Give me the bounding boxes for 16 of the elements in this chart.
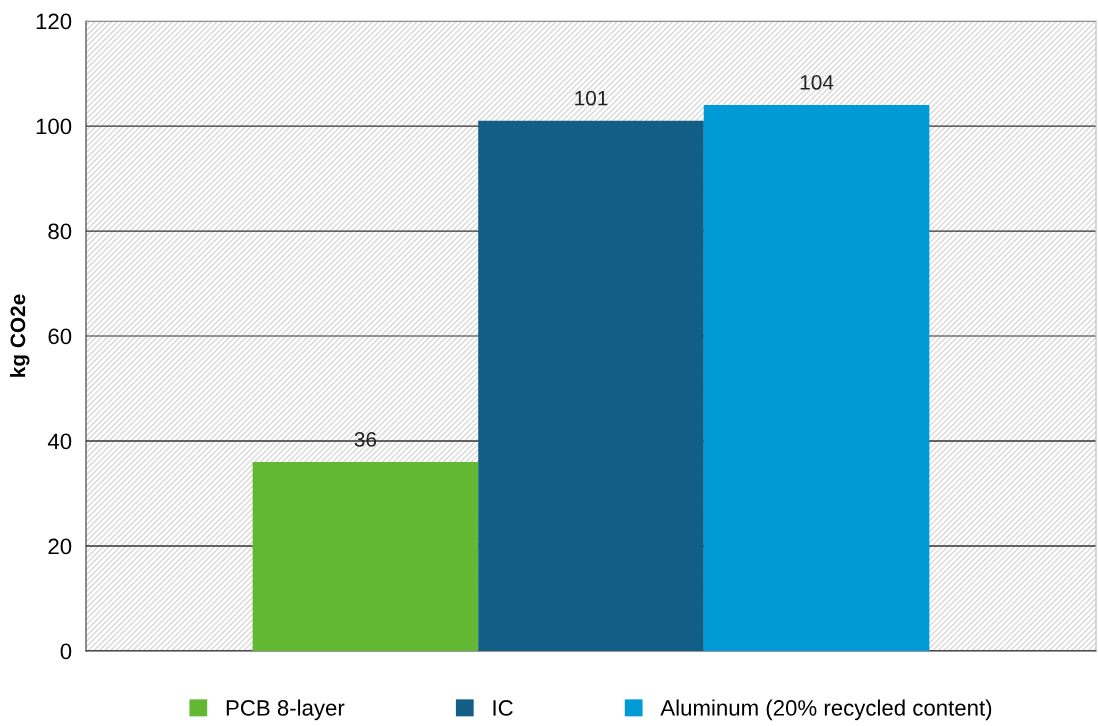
bar	[252, 462, 479, 651]
legend-label: IC	[493, 700, 513, 716]
bar	[478, 120, 704, 651]
y-tick-label: 60	[48, 328, 72, 345]
y-tick-label: 40	[47, 433, 72, 450]
y-tick-label: 100	[36, 118, 72, 135]
y-tick-label: 0	[60, 643, 72, 660]
y-axis-title: kg CO2e	[9, 294, 30, 377]
y-tick-label: 120	[36, 13, 72, 30]
bar	[703, 105, 930, 651]
data-label: 104	[800, 75, 834, 90]
legend-label: Aluminum (20% recycled content)	[660, 699, 992, 721]
y-tick-label: 80	[48, 223, 72, 240]
legend-label: PCB 8-layer	[226, 699, 345, 721]
data-label: 101	[575, 90, 608, 106]
y-tick-label: 20	[48, 538, 72, 555]
